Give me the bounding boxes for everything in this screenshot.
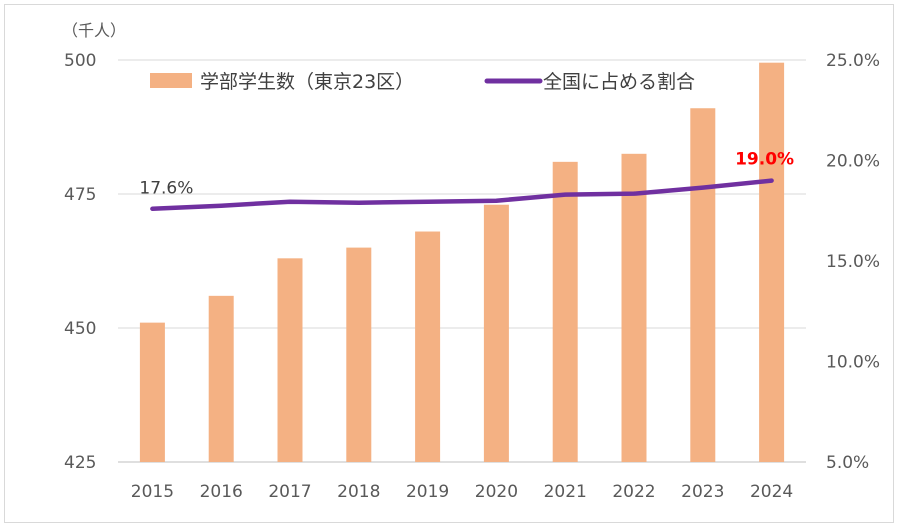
x-tick-label: 2015 <box>131 482 174 502</box>
bar <box>690 108 716 463</box>
y2-tick-label: 25.0% <box>826 51 880 71</box>
legend-bar-swatch <box>150 73 192 88</box>
y-tick-label: 500 <box>64 51 96 71</box>
bar <box>139 322 165 462</box>
x-tick-label: 2021 <box>544 482 587 502</box>
x-tick-label: 2016 <box>200 482 243 502</box>
bar <box>483 204 509 462</box>
y2-tick-label: 20.0% <box>826 152 880 172</box>
x-tick-label: 2020 <box>475 482 518 502</box>
x-tick-label: 2018 <box>337 482 380 502</box>
bar <box>346 247 372 462</box>
y2-tick-label: 15.0% <box>826 252 880 272</box>
line-series <box>150 178 774 211</box>
legend-bar-label: 学部学生数（東京23区） <box>200 71 414 93</box>
bar <box>552 161 578 462</box>
line-path <box>150 178 774 211</box>
y-tick-label: 425 <box>64 453 96 473</box>
axis-labels: 425 450 475 500 5.0% 10.0% 15.0% 20.0% 25.0% 2015… <box>64 51 880 502</box>
bar <box>208 295 234 462</box>
legend: 学部学生数（東京23区） 全国に占める割合 <box>150 71 695 93</box>
y-tick-label: 475 <box>64 185 96 205</box>
bar-series <box>139 62 785 463</box>
y2-tick-label: 10.0% <box>826 353 880 373</box>
data-label-last: 19.0% <box>735 150 794 170</box>
y-tick-label: 450 <box>64 319 96 339</box>
x-tick-label: 2019 <box>406 482 449 502</box>
bar <box>759 62 785 463</box>
bar <box>415 231 441 462</box>
bar <box>277 258 303 462</box>
x-tick-label: 2022 <box>612 482 655 502</box>
bar <box>621 153 647 463</box>
legend-line-label: 全国に占める割合 <box>543 71 695 93</box>
x-tick-label: 2017 <box>268 482 311 502</box>
y-unit-label: （千人） <box>62 21 126 40</box>
data-label-first: 17.6% <box>139 179 193 199</box>
y2-tick-label: 5.0% <box>826 453 869 473</box>
x-tick-label: 2023 <box>681 482 724 502</box>
x-tick-label: 2024 <box>750 482 793 502</box>
